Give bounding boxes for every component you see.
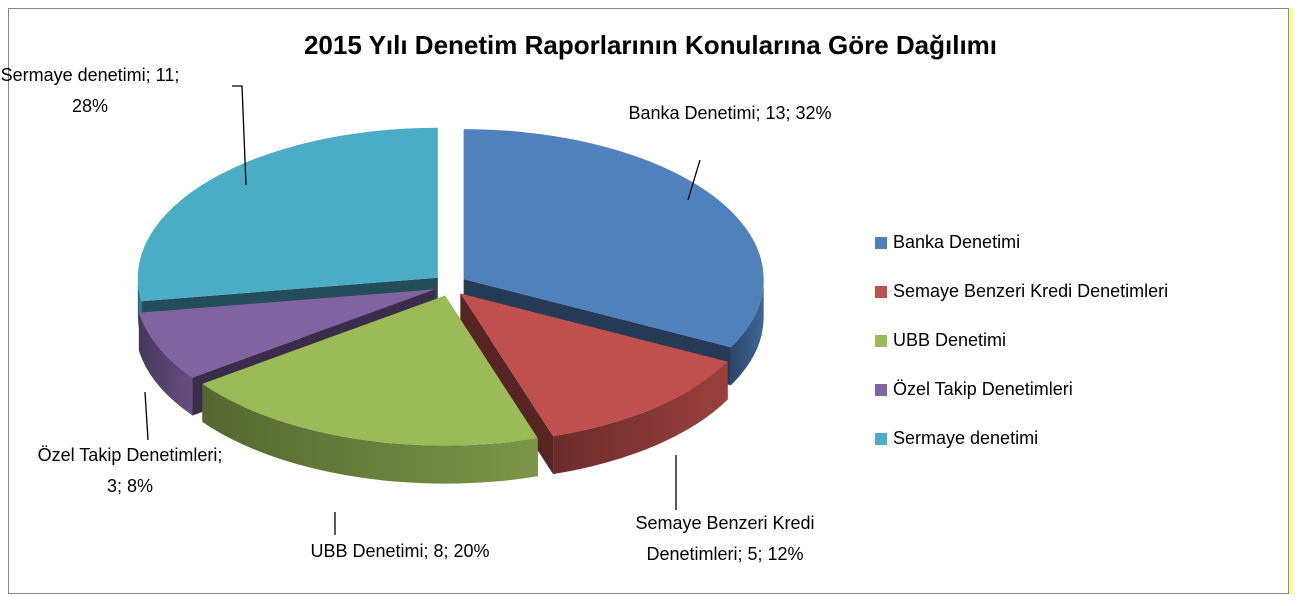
legend-item: UBB Denetimi [875,330,1006,350]
slice [138,289,436,378]
slice [463,129,764,348]
chart-title: 2015 Yılı Denetim Raporlarının Konuların… [303,30,998,60]
slice [137,127,438,302]
slice-wall [553,361,728,475]
legend-item: Banka Denetimi [875,232,1020,252]
legend-label: Semaye Benzeri Kredi Denetimleri [893,281,1169,301]
legend-swatch [875,286,887,298]
pie [137,127,764,484]
leader-line [687,159,701,201]
legend-item: Sermaye denetimi [875,428,1038,448]
legend-label: Özel Takip Denetimleri [893,379,1073,399]
legend-label: UBB Denetimi [893,330,1007,350]
slice [202,295,538,446]
data-label: Sermaye denetimi; 11; 28% [0,65,180,116]
data-label: Banka Denetimi; 13; 32% [628,103,832,123]
legend-item: Semaye Benzeri Kredi Denetimleri [875,281,1168,301]
legend-label: Sermaye denetimi [893,428,1039,448]
legend-label: Banka Denetimi [893,232,1021,252]
data-label: UBB Denetimi; 8; 20% [310,541,490,561]
legend-swatch [875,237,887,249]
slice-wall [730,279,764,386]
slice [460,293,728,437]
leader-line [232,85,247,186]
slice-wall [202,383,538,484]
legend-swatch [875,335,887,347]
slice-wall [138,312,193,416]
data-label: Semaye Benzeri Kredi Denetimleri; 5; 12% [635,513,815,564]
leader-line [144,391,149,441]
legend-item: Özel Takip Denetimleri [875,379,1073,399]
legend-swatch [875,384,887,396]
leader-lines [144,85,701,535]
data-label: Özel Takip Denetimleri; 3; 8% [37,445,223,496]
legend-swatch [875,433,887,445]
